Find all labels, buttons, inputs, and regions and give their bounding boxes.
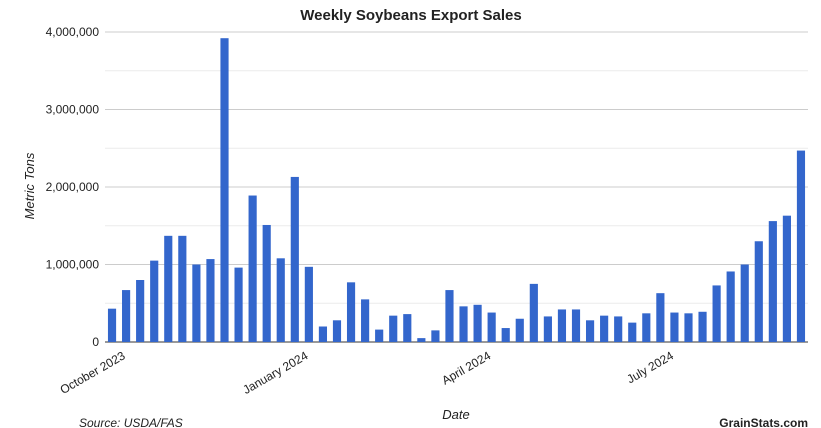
y-axis-ticks: 0 1,000,000 2,000,000 3,000,000 4,000,000 — [46, 25, 100, 349]
bar[interactable] — [571, 309, 581, 342]
bar[interactable] — [389, 315, 398, 342]
bar[interactable] — [276, 258, 285, 342]
bar[interactable] — [642, 313, 651, 342]
bar[interactable] — [656, 293, 665, 342]
bar[interactable] — [375, 329, 384, 342]
x-tick-label: July 2024 — [624, 348, 676, 386]
x-axis-label: Date — [442, 407, 469, 422]
brand-label[interactable]: GrainStats.com — [719, 416, 808, 428]
bar[interactable] — [417, 338, 426, 342]
bar[interactable] — [136, 280, 145, 342]
bars — [107, 38, 806, 343]
y-tick-label: 0 — [92, 335, 99, 349]
y-tick-label: 4,000,000 — [46, 25, 100, 39]
bar[interactable] — [529, 283, 538, 342]
source-note: Source: USDA/FAS — [79, 416, 183, 428]
bar[interactable] — [248, 195, 257, 342]
bar[interactable] — [698, 311, 707, 342]
bar[interactable] — [192, 264, 201, 343]
bar[interactable] — [107, 308, 117, 342]
bar[interactable] — [164, 235, 173, 342]
bar[interactable] — [473, 304, 482, 342]
bar[interactable] — [346, 282, 356, 342]
bar[interactable] — [600, 315, 609, 342]
bar[interactable] — [754, 241, 763, 342]
y-tick-label: 3,000,000 — [46, 103, 100, 117]
x-tick-label: April 2024 — [439, 348, 493, 387]
bar[interactable] — [220, 38, 229, 342]
bar[interactable] — [290, 176, 299, 342]
bar[interactable] — [206, 259, 215, 342]
bar[interactable] — [304, 266, 313, 342]
x-tick-label: October 2023 — [58, 348, 128, 397]
bar[interactable] — [431, 330, 440, 342]
bar[interactable] — [262, 224, 271, 342]
y-axis-label: Metric Tons — [22, 152, 37, 219]
bar[interactable] — [459, 306, 468, 342]
bar[interactable] — [178, 235, 187, 342]
chart-title: Weekly Soybeans Export Sales — [300, 7, 522, 24]
bar[interactable] — [543, 316, 552, 342]
bar[interactable] — [318, 326, 328, 343]
bar[interactable] — [445, 290, 454, 342]
y-tick-label: 1,000,000 — [46, 258, 100, 272]
bar[interactable] — [361, 299, 370, 342]
x-axis-ticks: October 2023 January 2024 April 2024 July 2… — [58, 348, 677, 397]
bar[interactable] — [712, 285, 721, 342]
x-tick-label: January 2024 — [240, 348, 310, 397]
bar[interactable] — [557, 309, 567, 342]
bar[interactable] — [515, 318, 524, 342]
bar[interactable] — [332, 320, 342, 342]
bar[interactable] — [628, 322, 637, 342]
bar[interactable] — [768, 221, 777, 342]
bar[interactable] — [740, 264, 749, 343]
bar[interactable] — [614, 316, 623, 342]
bar[interactable] — [585, 320, 595, 342]
bar[interactable] — [403, 314, 412, 342]
bar[interactable] — [726, 271, 735, 342]
bar[interactable] — [234, 267, 243, 342]
bar[interactable] — [796, 150, 806, 342]
bar[interactable] — [150, 260, 159, 342]
bar[interactable] — [487, 312, 496, 342]
bar[interactable] — [684, 313, 693, 342]
bar[interactable] — [670, 312, 679, 342]
bar[interactable] — [122, 290, 131, 342]
y-tick-label: 2,000,000 — [46, 180, 100, 194]
bar[interactable] — [782, 215, 791, 342]
bar[interactable] — [501, 328, 510, 342]
